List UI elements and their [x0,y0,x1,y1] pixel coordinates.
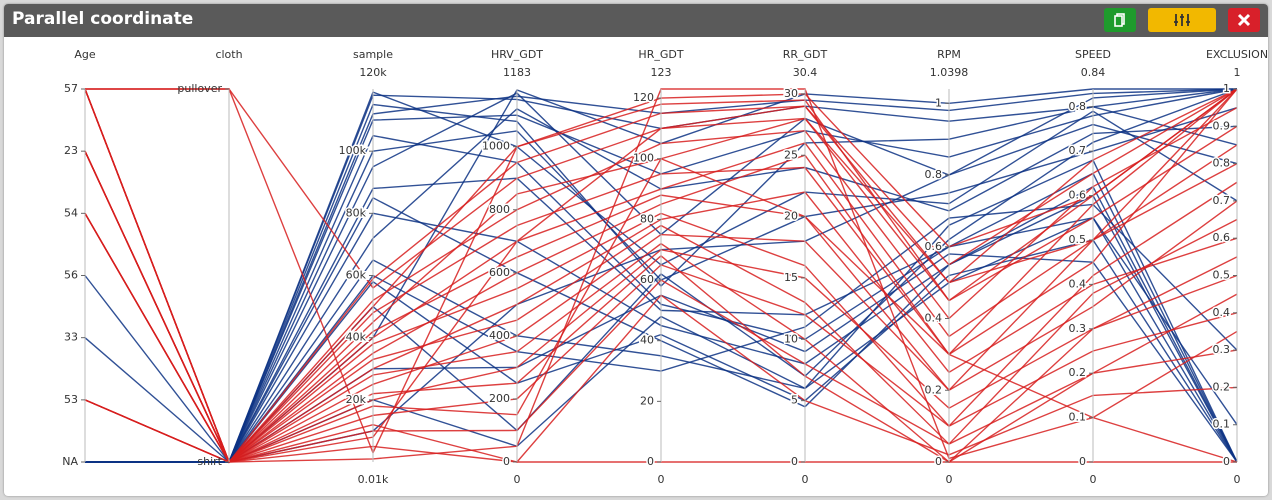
axis-name: RPM [937,48,961,61]
range-min-label: 0.01k [358,473,389,486]
tick-label: 0.8 [1213,157,1231,170]
tick-label: 0.1 [1069,411,1087,424]
range-max-label: 30.4 [793,66,818,79]
tick-label: 30 [784,87,798,100]
tick-label: 0.9 [1213,119,1231,132]
axis-name: SPEED [1075,48,1111,61]
tick-label: 60k [346,269,367,282]
tick-label: 0.6 [925,240,943,253]
tick-label: 0 [1079,455,1086,468]
tick-label: 20k [346,393,367,406]
tick-label: 0.3 [1213,343,1231,356]
tick-label: 800 [489,203,510,216]
window: Parallel coordinate Age 57 23 54 56 33 53 NA clo… [4,4,1268,496]
category-label: 23 [64,144,78,157]
range-min-label: 0 [1234,473,1241,486]
axis-name: cloth [215,48,242,61]
tick-label: 0 [935,455,942,468]
tick-label: 0.5 [1213,269,1231,282]
category-label: 33 [64,331,78,344]
tick-label: 0 [1223,455,1230,468]
tick-label: 0 [503,455,510,468]
tick-label: 0.3 [1069,322,1087,335]
tick-label: 0.2 [925,383,943,396]
tick-label: 0.4 [1069,277,1087,290]
range-min-label: 0 [802,473,809,486]
category-label: 53 [64,393,78,406]
tick-label: 0.8 [1069,100,1087,113]
tick-label: 0 [647,455,654,468]
range-min-label: 0 [1090,473,1097,486]
tick-label: 120 [633,91,654,104]
tick-label: 0.2 [1213,380,1231,393]
tick-label: 400 [489,329,510,342]
category-label: shirt [197,455,222,468]
range-max-label: 123 [651,66,672,79]
tick-label: 0.4 [925,312,943,325]
tick-label: 100k [339,144,367,157]
close-icon [1237,13,1251,27]
tick-label: 600 [489,266,510,279]
close-button[interactable] [1228,8,1260,32]
tick-label: 60 [640,273,654,286]
tick-label: 0.8 [925,168,943,181]
tick-label: 0.7 [1213,194,1231,207]
range-max-label: 0.84 [1081,66,1106,79]
tick-label: 0.6 [1069,189,1087,202]
axis-name: sample [353,48,393,61]
window-title: Parallel coordinate [12,9,194,29]
tick-label: 0.7 [1069,144,1087,157]
copy-icon [1114,13,1125,27]
tick-label: 0.1 [1213,418,1231,431]
range-max-label: 1 [1234,66,1241,79]
settings-icon [1174,14,1190,26]
category-label: 56 [64,269,78,282]
tick-label: 0.6 [1213,231,1231,244]
range-min-label: 0 [658,473,665,486]
tick-label: 100 [633,152,654,165]
copy-button[interactable] [1104,8,1136,32]
tick-label: 15 [784,271,798,284]
tick-label: 25 [784,148,798,161]
axis-name: EXCLUSION [1206,48,1268,61]
tick-label: 1000 [482,140,510,153]
tick-label: 0.5 [1069,233,1087,246]
category-label: pullover [177,82,222,95]
range-min-label: 0 [514,473,521,486]
axis-name: HRV_GDT [491,48,543,61]
category-label: 57 [64,82,78,95]
tick-label: 20 [640,394,654,407]
tick-label: 80 [640,212,654,225]
chart: Age 57 23 54 56 33 53 NA cloth pullover shirt sampl… [62,48,1268,486]
tick-label: 0 [791,455,798,468]
tick-label: 5 [791,394,798,407]
range-max-label: 1183 [503,66,531,79]
range-min-label: 0 [946,473,953,486]
tick-label: 0.4 [1213,306,1231,319]
tick-label: 200 [489,392,510,405]
axis-name: RR_GDT [783,48,828,61]
tick-label: 40 [640,334,654,347]
settings-button[interactable] [1148,8,1216,32]
category-label: 54 [64,206,78,219]
axis-name: HR_GDT [638,48,683,61]
tick-label: 20 [784,210,798,223]
tick-label: 40k [346,331,367,344]
category-label: NA [62,455,78,468]
tick-label: 1 [935,96,942,109]
range-max-label: 120k [359,66,387,79]
range-max-label: 1.0398 [930,66,969,79]
tick-label: 10 [784,332,798,345]
tick-label: 1 [1223,82,1230,95]
axis-name: Age [74,48,96,61]
tick-label: 80k [346,206,367,219]
title-bar: Parallel coordinate [4,4,1268,37]
tick-label: 0.2 [1069,366,1087,379]
